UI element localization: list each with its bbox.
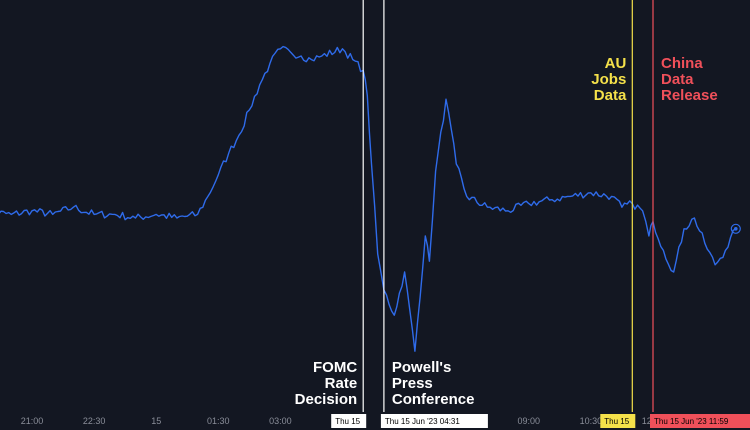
event-label-3: China Data Release bbox=[661, 55, 718, 104]
x-tick-label: 03:00 bbox=[269, 416, 292, 426]
x-tick-label: 15 bbox=[151, 416, 161, 426]
axis-badge-text: Thu 15 Jun '23 04:31 bbox=[385, 417, 460, 426]
series-line-0 bbox=[0, 45, 737, 352]
event-label-1: Powell's Press Conference bbox=[392, 359, 475, 408]
axis-badge-1: Thu 15 Jun '23 04:31 bbox=[380, 414, 488, 428]
axis-badge-3: Thu 15 Jun '23 11:59 bbox=[650, 414, 750, 428]
axis-badge-text: Thu 15 bbox=[335, 417, 360, 426]
axis-badge-text: Thu 15 bbox=[604, 417, 629, 426]
x-tick-label: 22:30 bbox=[83, 416, 106, 426]
x-tick-label: 01:30 bbox=[207, 416, 230, 426]
series-end-dot bbox=[734, 227, 738, 231]
x-tick-label: 10:30 bbox=[580, 416, 603, 426]
events-layer: FOMC Rate Decision Powell's Press Conference A… bbox=[295, 0, 718, 412]
axis-badge-text: Thu 15 Jun '23 11:59 bbox=[654, 417, 729, 426]
axis-badges: Thu 15 Thu 15 Jun '23 04:31 Thu 15 Thu 15 J… bbox=[331, 414, 750, 428]
series-end-marker bbox=[730, 223, 741, 234]
axis-badge-0: Thu 15 bbox=[331, 414, 367, 428]
x-tick-label: 21:00 bbox=[21, 416, 44, 426]
event-label-2: AU Jobs Data bbox=[591, 55, 627, 104]
axis-badge-2: Thu 15 bbox=[600, 414, 636, 428]
x-tick-label: 09:00 bbox=[518, 416, 541, 426]
series-layer bbox=[0, 45, 741, 352]
event-label-0: FOMC Rate Decision bbox=[295, 359, 358, 408]
